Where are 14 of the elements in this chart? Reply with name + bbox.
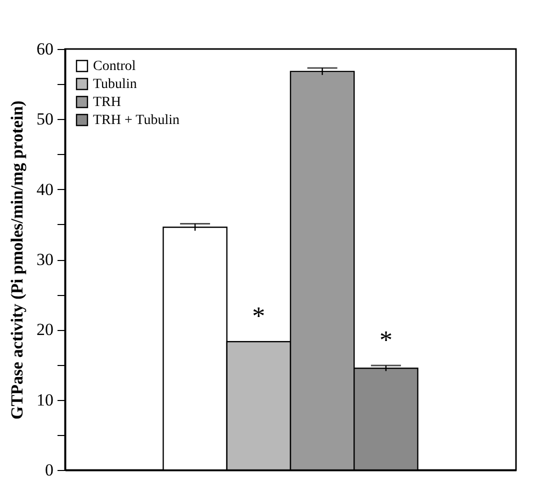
- legend-label: Control: [93, 59, 136, 74]
- y-tick-label: 50: [36, 110, 54, 129]
- y-axis-title: GTPase activity (Pi pmoles/min/mg protein): [8, 100, 26, 420]
- y-tick-label: 30: [36, 250, 54, 269]
- legend-label: TRH + Tubulin: [93, 113, 180, 128]
- legend-label: Tubulin: [93, 77, 137, 92]
- y-tick-label: 0: [45, 460, 54, 480]
- y-tick-label: 60: [36, 40, 54, 58]
- y-tick-label: 10: [36, 390, 54, 410]
- data-label: *: [379, 325, 392, 354]
- y-tick-label: 20: [36, 320, 54, 340]
- data-label: *: [252, 302, 266, 331]
- legend-label: TRH: [93, 95, 121, 110]
- y-tick-label: 40: [36, 180, 54, 199]
